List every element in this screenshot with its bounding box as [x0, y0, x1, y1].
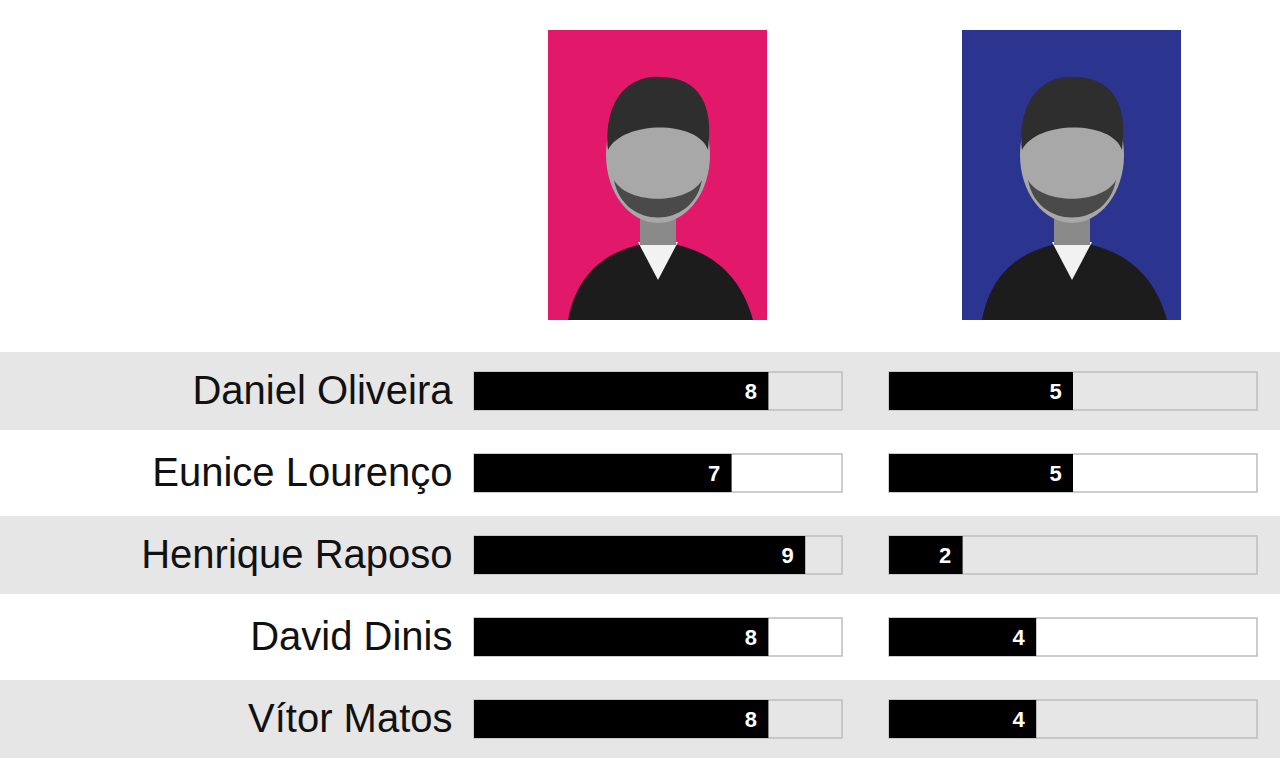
svg-text:8: 8: [745, 379, 757, 404]
svg-text:5: 5: [1049, 461, 1061, 486]
svg-text:9: 9: [782, 543, 794, 568]
svg-text:8: 8: [745, 625, 757, 650]
svg-text:Eunice Lourenço: Eunice Lourenço: [152, 450, 452, 494]
svg-text:5: 5: [1049, 379, 1061, 404]
svg-text:Vítor Matos: Vítor Matos: [248, 696, 453, 740]
svg-text:2: 2: [939, 543, 951, 568]
svg-text:David Dinis: David Dinis: [250, 614, 452, 658]
svg-text:7: 7: [708, 461, 720, 486]
svg-text:4: 4: [1013, 625, 1026, 650]
svg-text:Daniel Oliveira: Daniel Oliveira: [192, 368, 453, 412]
svg-text:Henrique Raposo: Henrique Raposo: [141, 532, 452, 576]
svg-text:4: 4: [1013, 707, 1026, 732]
svg-text:8: 8: [745, 707, 757, 732]
